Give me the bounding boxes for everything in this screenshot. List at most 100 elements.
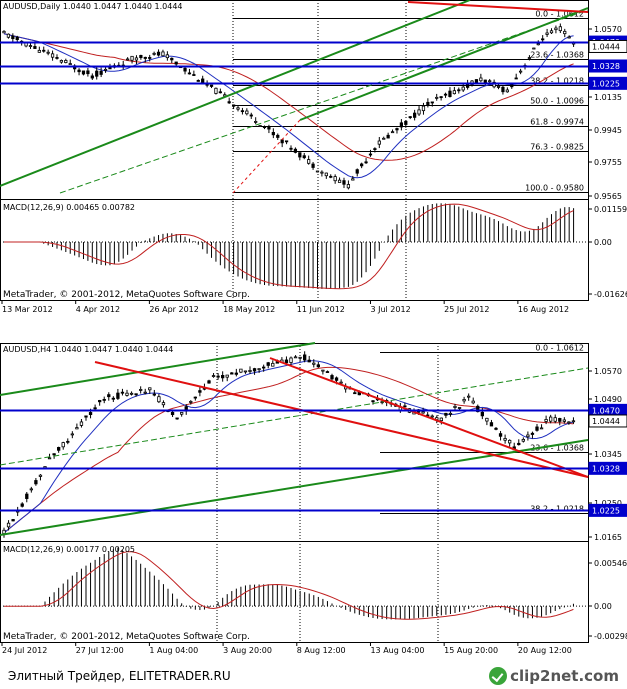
xtick-label-0-6: 25 Jul 2012	[444, 305, 489, 314]
candle-body-0-66	[293, 148, 298, 153]
candle-body-1-100	[457, 407, 462, 409]
fibo-label-0-4: 61.8 - 0.9974	[530, 118, 584, 127]
candle-body-0-70	[311, 163, 315, 168]
candle-body-0-75	[333, 176, 337, 182]
candle-body-0-1	[6, 33, 11, 38]
candle-body-0-3	[15, 36, 19, 41]
fibo-label-0-3: 50.0 - 1.0096	[530, 97, 584, 106]
candle-body-1-54	[248, 370, 252, 372]
ytick-label-0-3: 0.9755	[594, 158, 622, 167]
candle-body-1-114	[521, 438, 525, 442]
candle-body-0-31	[139, 54, 143, 59]
candle-body-0-114	[505, 89, 509, 93]
candle-body-0-92	[408, 116, 412, 119]
candle-body-1-67	[307, 359, 311, 363]
candle-body-1-51	[234, 372, 238, 375]
candle-body-1-50	[230, 372, 234, 375]
candle-body-1-108	[494, 427, 498, 430]
candle-body-1-105	[480, 411, 484, 417]
candle-body-1-39	[180, 412, 184, 415]
candle-body-0-37	[165, 54, 169, 59]
ma-fast-0	[3, 33, 574, 179]
candle-body-1-72	[330, 375, 334, 380]
candle-body-0-117	[518, 70, 523, 73]
price-tag-box-1-2	[588, 461, 627, 475]
candle-body-0-102	[452, 90, 456, 95]
candle-body-0-122	[541, 38, 545, 41]
candle-body-1-16	[75, 427, 79, 430]
price-tag-box-1-1	[588, 414, 627, 428]
candle-body-0-43	[192, 74, 196, 76]
candle-body-0-10	[46, 51, 50, 54]
candle-body-0-39	[174, 61, 178, 65]
macd-ytick-label-1-2: -0.00298	[594, 632, 627, 641]
macd-signal-1	[4, 551, 574, 620]
candle-body-0-8	[37, 49, 41, 53]
candle-body-1-7	[34, 480, 38, 485]
candle-body-1-25	[116, 392, 120, 399]
fibo-label-0-0: 0.0 - 1.0612	[535, 10, 584, 19]
xtick-label-1-7: 20 Aug 12:00	[518, 646, 572, 655]
candle-body-0-107	[474, 79, 479, 83]
candle-body-0-85	[377, 140, 381, 145]
fibo-label-0-2: 38.2 - 1.0218	[530, 77, 584, 86]
candle-body-0-87	[386, 134, 390, 139]
candle-body-0-12	[55, 57, 59, 59]
candle-body-0-7	[33, 46, 37, 49]
candle-body-0-103	[457, 89, 461, 92]
candle-body-0-69	[307, 159, 311, 164]
xtick-label-0-3: 18 May 2012	[223, 305, 275, 314]
candle-body-0-65	[289, 147, 293, 150]
candle-body-1-77	[353, 392, 357, 395]
candle-body-0-116	[514, 77, 518, 80]
candle-body-0-56	[249, 114, 253, 117]
candle-body-0-35	[156, 51, 161, 56]
candle-body-0-126	[558, 26, 562, 32]
candle-body-0-24	[108, 67, 112, 70]
ytick-label-1-1: 1.0490	[594, 395, 622, 404]
copyright-1: MetaTrader, © 2001-2012, MetaQuotes Soft…	[3, 632, 250, 642]
candle-body-0-18	[81, 70, 86, 75]
candle-body-1-88	[403, 405, 407, 408]
candle-body-1-28	[129, 392, 134, 395]
candle-body-1-123	[562, 419, 566, 422]
candle-body-1-115	[526, 434, 530, 438]
fibo-label-1-0: 0.0 - 1.0612	[535, 344, 584, 353]
candle-body-1-26	[120, 391, 125, 394]
candle-body-0-111	[492, 81, 496, 88]
candle-body-1-1	[6, 522, 11, 528]
candle-body-0-14	[64, 60, 68, 63]
charts-canvas: 0.0 - 1.0612 23.6 - 1.0368 38.2 - 1.0218 50…	[0, 0, 627, 655]
candle-body-1-58	[266, 362, 270, 366]
candle-body-1-56	[257, 368, 261, 371]
candle-body-1-120	[549, 416, 553, 422]
candle-body-0-77	[342, 180, 346, 185]
candle-body-0-47	[209, 84, 214, 87]
candle-body-0-72	[320, 171, 324, 174]
fibo-label-0-1: 23.6 - 1.0368	[530, 51, 584, 60]
price-tag-box-0-2	[588, 59, 627, 73]
candle-body-0-94	[417, 109, 421, 115]
candle-body-1-64	[293, 356, 298, 359]
xtick-label-0-0: 13 Mar 2012	[2, 305, 53, 314]
ytick-label-0-4: 0.9565	[594, 192, 622, 201]
candle-body-0-21	[95, 70, 99, 77]
candle-body-1-23	[107, 394, 111, 398]
candle-body-0-88	[390, 131, 395, 134]
candle-body-0-9	[42, 49, 46, 52]
xtick-label-0-2: 26 Apr 2012	[149, 305, 198, 314]
candle-body-0-68	[302, 155, 306, 159]
candle-body-0-59	[262, 126, 267, 129]
candle-body-1-125	[571, 420, 576, 423]
candle-body-0-80	[355, 169, 359, 174]
candle-body-0-113	[501, 86, 505, 93]
price-tag-0-3: 1.0225	[592, 79, 620, 88]
candle-body-0-100	[443, 93, 448, 96]
candle-body-1-109	[498, 433, 503, 437]
candle-body-1-101	[462, 399, 466, 402]
candle-body-0-71	[315, 170, 320, 173]
candle-body-1-124	[567, 421, 571, 424]
xtick-label-1-1: 27 Jul 12:00	[76, 646, 124, 655]
candle-body-0-15	[68, 63, 72, 65]
macd-ytick-label-0-2: -0.01626	[594, 290, 627, 299]
